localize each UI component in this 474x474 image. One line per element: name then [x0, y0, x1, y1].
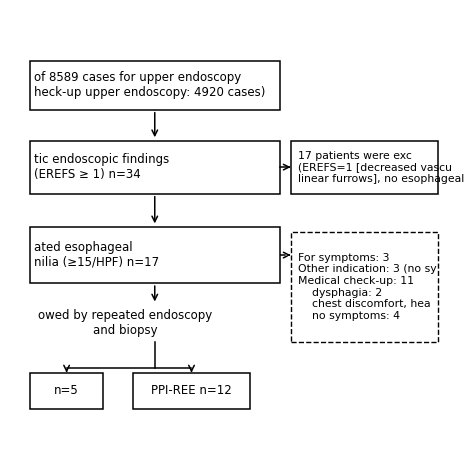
Text: ated esophageal
nilia (≥15/HPF) n=17: ated esophageal nilia (≥15/HPF) n=17	[34, 241, 159, 269]
Bar	[133, 373, 250, 409]
Bar	[30, 141, 280, 194]
Bar	[30, 227, 280, 283]
Text: PPI-REE n=12: PPI-REE n=12	[151, 384, 232, 397]
Text: tic endoscopic findings
(EREFS ≥ 1) n=34: tic endoscopic findings (EREFS ≥ 1) n=34	[34, 153, 169, 181]
Text: of 8589 cases for upper endoscopy
heck-up upper endoscopy: 4920 cases): of 8589 cases for upper endoscopy heck-u…	[34, 71, 265, 99]
Bar	[30, 373, 103, 409]
Bar	[291, 141, 438, 194]
Bar	[30, 61, 280, 110]
Text: n=5: n=5	[54, 384, 79, 397]
Text: owed by repeated endoscopy
and biopsy: owed by repeated endoscopy and biopsy	[38, 310, 212, 337]
Text: For symptoms: 3
Other indication: 3 (no sy
Medical check-up: 11
    dysphagia: 2: For symptoms: 3 Other indication: 3 (no …	[298, 253, 437, 321]
Bar	[291, 232, 438, 342]
Text: 17 patients were exc
(EREFS=1 [decreased vascu
linear furrows], no esophageal: 17 patients were exc (EREFS=1 [decreased…	[298, 151, 464, 184]
